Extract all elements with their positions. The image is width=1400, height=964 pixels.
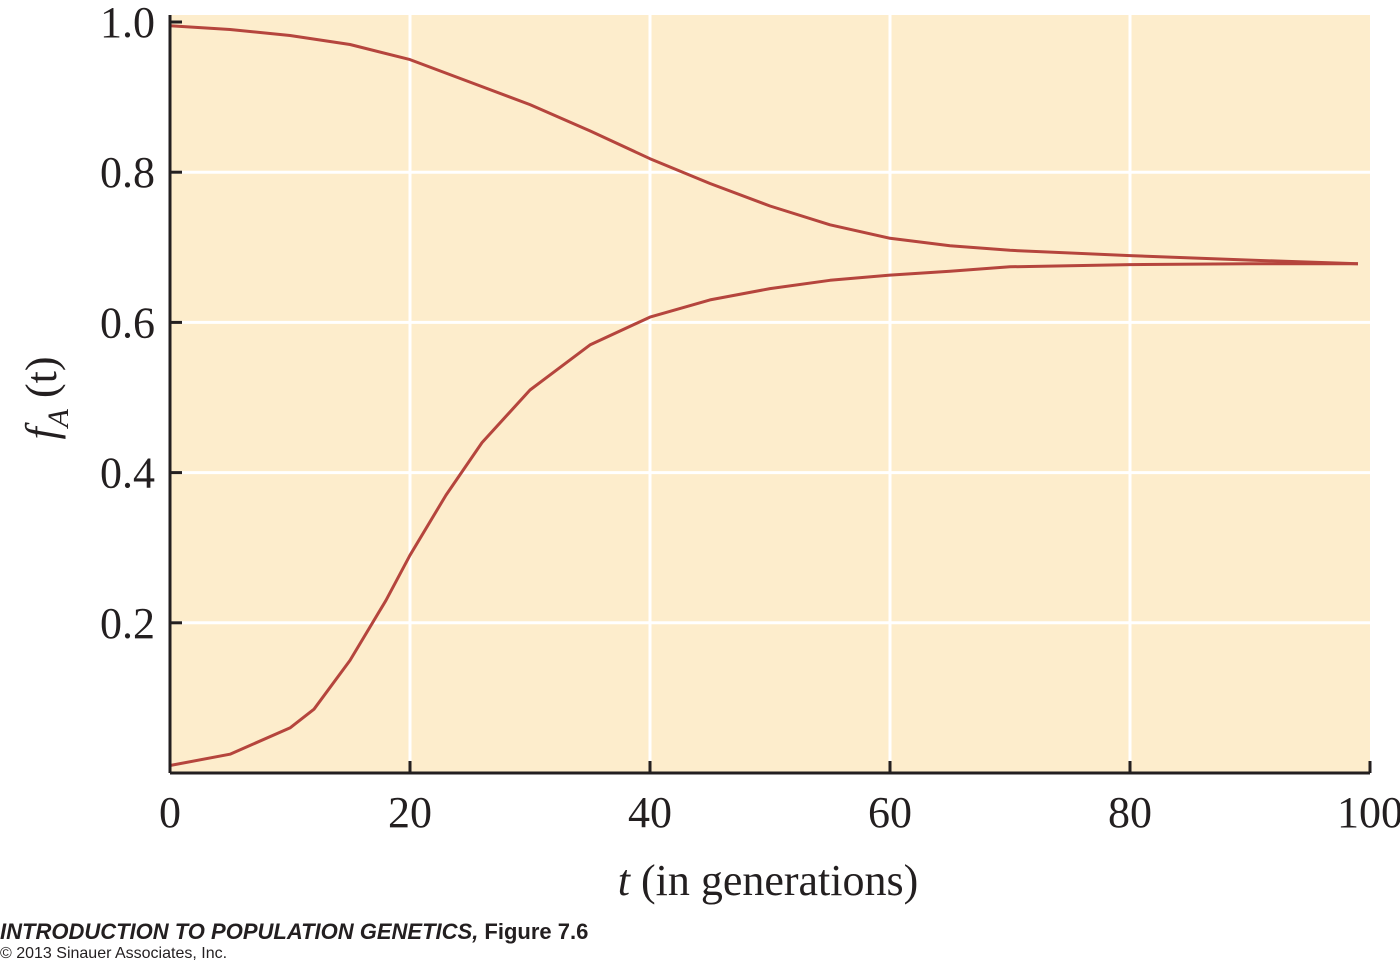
plot-background bbox=[170, 15, 1370, 773]
copyright-notice: © 2013 Sinauer Associates, Inc. bbox=[0, 945, 228, 962]
y-axis-label: fA (t) bbox=[17, 356, 75, 439]
tick-labels: 0 20 40 60 80 100 0.2 0.4 0.6 0.8 1.0 bbox=[100, 0, 1400, 837]
book-title: INTRODUCTION TO POPULATION GENETICS, bbox=[0, 919, 479, 944]
y-tick-label: 0.4 bbox=[100, 449, 155, 498]
y-tick-label: 0.6 bbox=[100, 298, 155, 347]
series-line-1 bbox=[169, 24, 1359, 266]
x-axis-label-text: (in generations) bbox=[630, 856, 918, 905]
x-tick-label: 80 bbox=[1108, 788, 1152, 837]
series-lines bbox=[169, 24, 1359, 767]
x-tick-label: 20 bbox=[388, 788, 432, 837]
figure-credit: INTRODUCTION TO POPULATION GENETICS, Fig… bbox=[0, 919, 588, 945]
x-axis-label-variable: t bbox=[618, 856, 632, 905]
x-tick-label: 0 bbox=[159, 788, 181, 837]
y-tick-label: 0.8 bbox=[100, 148, 155, 197]
y-tick-label: 0.2 bbox=[100, 599, 155, 648]
x-tick-label: 100 bbox=[1337, 788, 1400, 837]
y-axis-label-subscript: A bbox=[42, 408, 75, 429]
grid-lines bbox=[170, 15, 1370, 773]
x-axis-label: t (in generations) bbox=[618, 856, 919, 905]
axes bbox=[168, 15, 1372, 775]
figure-reference: Figure 7.6 bbox=[478, 919, 589, 944]
y-axis-label-argument: (t) bbox=[17, 356, 66, 409]
y-tick-label: 1.0 bbox=[100, 0, 155, 47]
series-line-2 bbox=[169, 262, 1358, 767]
x-tick-label: 60 bbox=[868, 788, 912, 837]
x-tick-label: 40 bbox=[628, 788, 672, 837]
